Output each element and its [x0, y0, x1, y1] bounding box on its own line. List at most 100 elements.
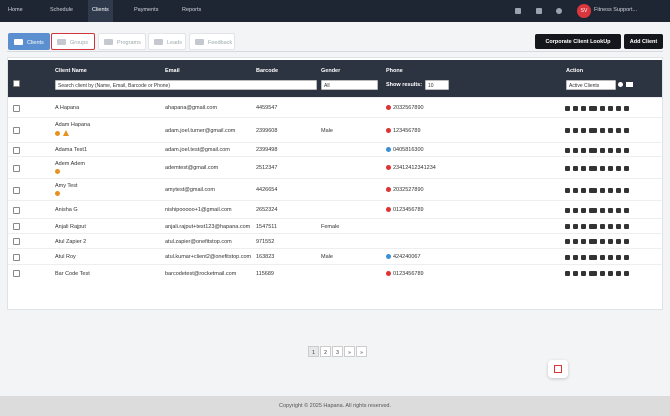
action-icon[interactable]: [581, 165, 586, 171]
client-name[interactable]: A Hapana: [55, 105, 80, 111]
tab[interactable]: Programs: [98, 33, 146, 50]
client-name[interactable]: Anisha G: [55, 207, 78, 213]
checkbox[interactable]: [13, 223, 20, 230]
action-icon[interactable]: [616, 224, 621, 229]
checkbox[interactable]: [13, 238, 20, 245]
action-icon[interactable]: [600, 271, 605, 276]
checkbox[interactable]: [13, 186, 20, 194]
action-icon[interactable]: [600, 207, 605, 213]
action-icon[interactable]: [608, 187, 613, 193]
action-icon[interactable]: [624, 187, 629, 193]
action-icon[interactable]: [581, 239, 586, 244]
checkbox[interactable]: [13, 127, 20, 134]
action-icon[interactable]: [565, 187, 570, 193]
action-icon[interactable]: [608, 271, 613, 276]
client-name[interactable]: Anjali Rajput: [55, 223, 86, 230]
action-icon[interactable]: [573, 128, 578, 133]
action-icon[interactable]: [573, 239, 578, 244]
nav-item[interactable]: Payments: [134, 7, 159, 13]
button[interactable]: Corporate Client LookUp: [535, 34, 621, 49]
action-icon[interactable]: [573, 105, 578, 111]
action-icon[interactable]: [589, 165, 597, 171]
mail-icon[interactable]: [626, 82, 633, 87]
checkbox[interactable]: [13, 270, 20, 277]
action-icon[interactable]: [624, 207, 629, 213]
action-icon[interactable]: [616, 254, 621, 260]
action-icon[interactable]: [600, 254, 605, 260]
page-button[interactable]: 1: [308, 346, 319, 357]
action-icon[interactable]: [608, 239, 613, 244]
action-icon[interactable]: [573, 224, 578, 229]
action-icon[interactable]: [589, 187, 597, 193]
page-button[interactable]: 3: [332, 346, 343, 357]
action-icon[interactable]: [624, 254, 629, 260]
action-icon[interactable]: [608, 224, 613, 229]
action-icon[interactable]: [565, 207, 570, 213]
action-icon[interactable]: [581, 271, 586, 276]
action-icon[interactable]: [581, 254, 586, 260]
add-icon[interactable]: [618, 82, 623, 87]
scan-button[interactable]: [548, 360, 568, 378]
checkbox[interactable]: [13, 253, 20, 261]
client-name[interactable]: Bar Code Test: [55, 270, 90, 277]
action-icon[interactable]: [581, 128, 586, 133]
nav-item[interactable]: Schedule: [50, 7, 73, 13]
action-icon[interactable]: [573, 147, 578, 153]
client-name[interactable]: Amy Test: [55, 183, 78, 189]
nav-item[interactable]: Clients: [88, 0, 113, 22]
nav-item[interactable]: Reports: [182, 7, 202, 13]
action-icon[interactable]: [616, 207, 621, 213]
action-icon[interactable]: [581, 147, 586, 153]
client-name[interactable]: Adem Adem: [55, 161, 85, 167]
action-icon[interactable]: [573, 254, 578, 260]
action-icon[interactable]: [581, 187, 586, 193]
checkbox[interactable]: [13, 146, 20, 154]
action-icon[interactable]: [600, 128, 605, 133]
tab[interactable]: Clients: [8, 33, 50, 50]
action-icon[interactable]: [624, 165, 629, 171]
bell-icon[interactable]: [536, 8, 542, 14]
action-icon[interactable]: [565, 105, 570, 111]
clock-icon[interactable]: [556, 8, 562, 14]
action-icon[interactable]: [600, 105, 605, 111]
results-select[interactable]: 10: [425, 80, 449, 90]
action-icon[interactable]: [608, 207, 613, 213]
action-icon[interactable]: [565, 271, 570, 276]
tab[interactable]: Feedback: [189, 33, 235, 50]
search-input[interactable]: Search client by (Name, Email, Barcode o…: [55, 80, 317, 90]
page-button[interactable]: »: [356, 346, 367, 357]
action-icon[interactable]: [616, 105, 621, 111]
action-icon[interactable]: [624, 271, 629, 276]
action-icon[interactable]: [589, 254, 597, 260]
checkbox[interactable]: [13, 206, 20, 214]
action-icon[interactable]: [581, 224, 586, 229]
checkbox[interactable]: [13, 104, 20, 112]
action-icon[interactable]: [589, 128, 597, 133]
checkbox[interactable]: [13, 164, 20, 172]
action-icon[interactable]: [616, 239, 621, 244]
action-icon[interactable]: [624, 128, 629, 133]
action-icon[interactable]: [589, 207, 597, 213]
page-button[interactable]: »: [344, 346, 355, 357]
action-icon[interactable]: [616, 271, 621, 276]
button[interactable]: Add Client: [624, 34, 663, 49]
action-icon[interactable]: [581, 105, 586, 111]
action-icon[interactable]: [573, 187, 578, 193]
action-icon[interactable]: [616, 165, 621, 171]
action-icon[interactable]: [565, 239, 570, 244]
action-icon[interactable]: [600, 147, 605, 153]
tab[interactable]: Groups: [51, 33, 95, 50]
action-icon[interactable]: [616, 187, 621, 193]
action-icon[interactable]: [608, 105, 613, 111]
gender-select[interactable]: All: [321, 80, 378, 90]
client-name[interactable]: Atul Roy: [55, 254, 76, 260]
page-button[interactable]: 2: [320, 346, 331, 357]
action-icon[interactable]: [600, 187, 605, 193]
action-icon[interactable]: [565, 128, 570, 133]
user-name[interactable]: Fitness Support...: [594, 7, 638, 13]
action-icon[interactable]: [589, 271, 597, 276]
action-icon[interactable]: [565, 224, 570, 229]
action-icon[interactable]: [573, 165, 578, 171]
action-icon[interactable]: [608, 254, 613, 260]
action-icon[interactable]: [573, 207, 578, 213]
